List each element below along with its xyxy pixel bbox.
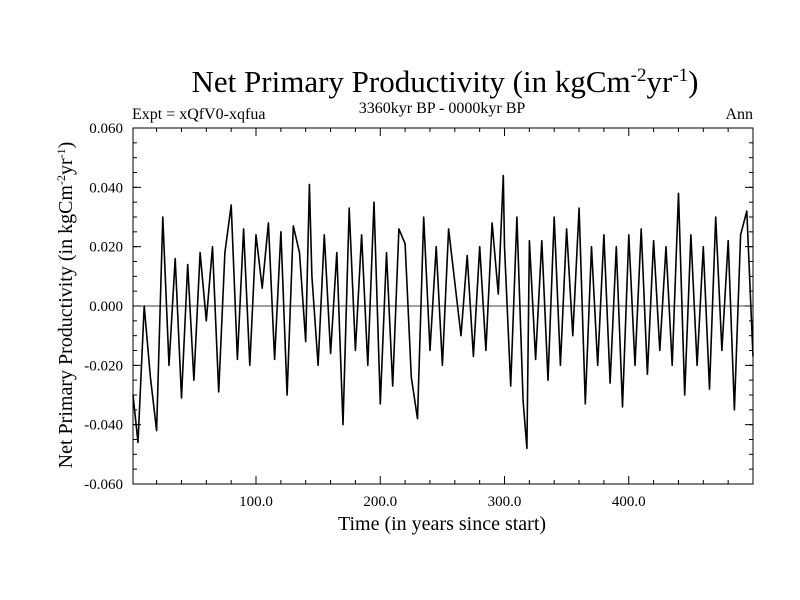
chart-title: Net Primary Productivity (in kgCm-2yr-1) <box>192 64 699 99</box>
experiment-label: Expt = xQfV0-xqfua <box>132 106 265 123</box>
x-tick-label: 200.0 <box>363 494 397 510</box>
y-tick-label: 0.000 <box>89 299 123 315</box>
y-tick-label: -0.020 <box>84 358 123 374</box>
time-range-label: 3360kyr BP - 0000kyr BP <box>359 100 526 117</box>
axis-tick-labels: -0.060 -0.040 -0.020 0.000 0.020 0.040 0.060 10… <box>84 121 645 510</box>
npp-series-line <box>132 174 754 450</box>
y-tick-label: -0.060 <box>84 477 123 493</box>
y-tick-label: 0.060 <box>89 121 123 137</box>
x-tick-label: 300.0 <box>488 494 522 510</box>
y-axis-label: Net Primary Productivity (in kgCm-2yr-1) <box>54 142 77 469</box>
y-tick-label: 0.040 <box>89 180 123 196</box>
x-tick-label: 100.0 <box>239 494 273 510</box>
y-tick-label: -0.040 <box>84 418 123 434</box>
x-tick-label: 400.0 <box>612 494 646 510</box>
season-label: Ann <box>725 106 753 123</box>
x-axis-label: Time (in years since start) <box>338 513 546 535</box>
y-tick-label: 0.020 <box>89 240 123 256</box>
